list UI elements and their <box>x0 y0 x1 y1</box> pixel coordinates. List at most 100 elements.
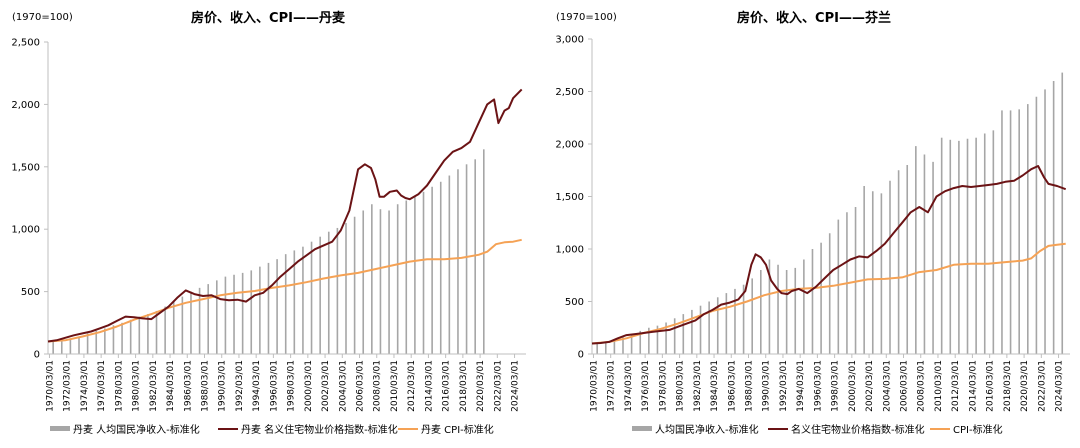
denmark-x-tick-label: 2018/03/01 <box>459 360 469 412</box>
denmark-income-bar <box>155 310 158 354</box>
denmark-income-bar <box>207 284 209 354</box>
denmark-x-tick-label: 1982/03/01 <box>149 360 159 412</box>
denmark-x-tick-label: 2008/03/01 <box>373 360 383 412</box>
finland-unit-label: (1970=100) <box>556 12 617 23</box>
denmark-x-tick-label: 2022/03/01 <box>493 360 503 412</box>
denmark-income-bar <box>414 196 416 354</box>
finland-income-bar <box>760 270 762 354</box>
finland-legend: 人均国民净收入-标准化 名义住宅物业价格指数-标准化 CPI-标准化 <box>632 423 1003 436</box>
denmark-x-tick-label: 2004/03/01 <box>338 360 348 412</box>
finland-x-tick-label: 2000/03/01 <box>848 360 858 412</box>
denmark-x-tick-label: 1998/03/01 <box>287 360 297 412</box>
finland-y-tick-label: 2,500 <box>555 87 584 98</box>
denmark-income-bar <box>224 276 227 354</box>
denmark-legend: 丹麦 人均国民净收入-标准化 丹麦 名义住宅物业价格指数-标准化 丹麦 CPI-… <box>50 423 494 436</box>
finland-income-bar <box>923 154 926 354</box>
finland-legend-cpi-label: CPI-标准化 <box>953 423 1003 436</box>
denmark-x-tick-label: 2012/03/01 <box>407 360 417 412</box>
finland-income-bar <box>648 327 650 354</box>
finland-x-tick-label: 1974/03/01 <box>624 360 634 412</box>
denmark-x-tick-label: 2010/03/01 <box>390 360 400 412</box>
denmark-x-tick-label: 2002/03/01 <box>321 360 331 412</box>
denmark-x-tick-label: 2006/03/01 <box>356 360 366 412</box>
finland-x-tick-label: 1992/03/01 <box>779 360 789 412</box>
denmark-income-bar <box>190 291 192 354</box>
finland-income-bar <box>656 325 659 354</box>
finland-income-bar <box>622 337 624 354</box>
finland-income-bar <box>1035 96 1038 354</box>
denmark-x-tick-label: 1970/03/01 <box>45 360 55 412</box>
finland-income-bar <box>1061 72 1064 354</box>
finland-cpi-line <box>591 242 1066 345</box>
finland-x-tick-label: 1980/03/01 <box>676 360 686 412</box>
finland-income-bar <box>691 309 693 354</box>
finland-x-tick-label: 1972/03/01 <box>607 360 617 412</box>
finland-income-bar <box>785 270 788 354</box>
finland-income-bar <box>828 233 831 354</box>
finland-chart: (1970=100) 房价、收入、CPI——芬兰 人均国民净收入-标准化 名义住… <box>555 10 1070 436</box>
finland-income-bar <box>794 267 797 354</box>
denmark-cpi-line <box>47 238 522 343</box>
finland-income-bar <box>682 314 685 354</box>
finland-x-tick-label: 1986/03/01 <box>727 360 737 412</box>
finland-x-tick-label: 2014/03/01 <box>968 360 978 412</box>
finland-income-bar <box>1044 89 1046 355</box>
finland-x-tick-label: 1996/03/01 <box>813 360 823 412</box>
denmark-income-bar <box>482 149 485 354</box>
finland-x-tick-label: 1994/03/01 <box>796 360 806 412</box>
denmark-x-tick-label: 1978/03/01 <box>114 360 124 412</box>
denmark-income-bar <box>362 210 365 354</box>
finland-x-tick-label: 1984/03/01 <box>710 360 720 412</box>
finland-x-tick-label: 2024/03/01 <box>1055 360 1065 412</box>
denmark-income-bar <box>474 159 476 354</box>
denmark-income-bar <box>86 333 89 354</box>
denmark-income-bar <box>78 336 80 354</box>
denmark-income-bar <box>422 191 425 354</box>
denmark-legend-price-label: 丹麦 名义住宅物业价格指数-标准化 <box>241 423 398 436</box>
finland-income-bar <box>777 264 779 354</box>
finland-income-bar <box>742 284 745 354</box>
finland-chart-title: 房价、收入、CPI——芬兰 <box>737 10 891 26</box>
finland-x-tick-label: 2012/03/01 <box>951 360 961 412</box>
finland-income-bar <box>734 288 736 354</box>
denmark-x-tick-label: 1992/03/01 <box>235 360 245 412</box>
denmark-income-bar <box>448 175 451 354</box>
denmark-income-bar <box>95 330 98 354</box>
finland-income-bar <box>871 191 874 354</box>
denmark-x-tick-label: 2020/03/01 <box>476 360 486 412</box>
denmark-legend-income-swatch <box>50 426 70 431</box>
denmark-income-bar <box>327 231 330 354</box>
denmark-income-bar <box>138 316 141 354</box>
denmark-income-bar <box>181 296 184 354</box>
denmark-x-tick-label: 1988/03/01 <box>200 360 210 412</box>
finland-x-tick-label: 2016/03/01 <box>986 360 996 412</box>
denmark-income-bar <box>310 241 313 354</box>
finland-income-bar <box>1026 104 1029 354</box>
finland-x-tick-label: 2010/03/01 <box>934 360 944 412</box>
denmark-income-bar <box>439 181 442 354</box>
denmark-income-bar <box>319 236 321 354</box>
denmark-x-tick-label: 1980/03/01 <box>132 360 142 412</box>
finland-x-tick-label: 1988/03/01 <box>744 360 754 412</box>
denmark-income-bar <box>457 169 459 354</box>
finland-income-bar <box>630 334 633 354</box>
finland-income-bar <box>1001 110 1003 355</box>
denmark-income-bar <box>302 246 304 354</box>
finland-income-bar <box>863 186 865 354</box>
finland-income-bar <box>613 340 616 354</box>
finland-x-tick-label: 1990/03/01 <box>762 360 772 412</box>
finland-income-bar <box>915 146 917 354</box>
finland-x-tick-label: 1970/03/01 <box>589 360 599 412</box>
denmark-income-bar <box>104 328 106 354</box>
denmark-x-tick-label: 2000/03/01 <box>304 360 314 412</box>
finland-income-bar <box>604 341 607 354</box>
denmark-y-tick-label: 0 <box>34 350 40 361</box>
finland-income-bar <box>639 330 642 354</box>
denmark-income-bar <box>250 270 253 354</box>
finland-income-bar <box>1009 110 1012 355</box>
denmark-x-tick-label: 2014/03/01 <box>424 360 434 412</box>
denmark-income-bar <box>284 254 287 354</box>
finland-x-tick-label: 2020/03/01 <box>1020 360 1030 412</box>
denmark-income-bar <box>52 341 54 354</box>
denmark-income-bar <box>293 250 296 354</box>
